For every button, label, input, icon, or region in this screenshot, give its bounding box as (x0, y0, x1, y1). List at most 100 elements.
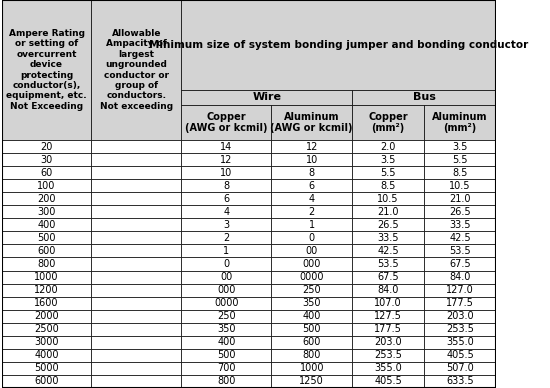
Bar (424, 270, 496, 284)
Text: 203.0: 203.0 (446, 311, 474, 321)
Bar (424, 244, 496, 258)
Text: 500: 500 (217, 350, 235, 360)
Bar (271, 205, 352, 218)
Bar (424, 218, 496, 231)
Bar (352, 349, 424, 362)
Text: 1: 1 (309, 220, 315, 230)
Text: Copper
(AWG or kcmil): Copper (AWG or kcmil) (185, 112, 267, 133)
Text: Allowable
Ampacity of
largest
ungrounded
conductor or
group of
conductors.
Not e: Allowable Ampacity of largest ungrounded… (100, 29, 173, 111)
Text: 10: 10 (306, 154, 318, 165)
Text: 3.5: 3.5 (452, 142, 468, 152)
Bar (2, 179, 91, 192)
Bar (352, 166, 424, 179)
Bar (182, 153, 271, 166)
Bar (2, 362, 91, 375)
Bar (271, 323, 352, 336)
Text: 6000: 6000 (34, 376, 59, 386)
Text: 100: 100 (37, 181, 56, 191)
Bar (352, 310, 424, 323)
Bar (2, 349, 91, 362)
Bar (91, 153, 182, 166)
Bar (352, 270, 424, 284)
Text: 400: 400 (37, 220, 56, 230)
Bar (271, 218, 352, 231)
Text: 00: 00 (306, 246, 318, 256)
Text: 800: 800 (217, 376, 235, 386)
Text: 2.0: 2.0 (381, 142, 396, 152)
Text: 42.5: 42.5 (449, 233, 471, 243)
Text: 500: 500 (302, 324, 321, 334)
Text: 1600: 1600 (34, 298, 59, 308)
Bar (352, 323, 424, 336)
Bar (424, 258, 496, 270)
Bar (182, 179, 271, 192)
Bar (2, 231, 91, 244)
Bar (424, 166, 496, 179)
Bar (352, 362, 424, 375)
Text: 8: 8 (309, 168, 315, 178)
Bar (2, 192, 91, 205)
Bar (182, 205, 271, 218)
Bar (91, 258, 182, 270)
Bar (352, 258, 424, 270)
Text: 253.5: 253.5 (446, 324, 474, 334)
Text: 10.5: 10.5 (449, 181, 471, 191)
Bar (2, 270, 91, 284)
Bar (271, 297, 352, 310)
Bar (91, 166, 182, 179)
Text: 33.5: 33.5 (449, 220, 471, 230)
Bar (2, 244, 91, 258)
Bar (91, 218, 182, 231)
Bar (424, 231, 496, 244)
Text: 21.0: 21.0 (449, 194, 471, 204)
Text: 84.0: 84.0 (377, 285, 399, 295)
Text: 3: 3 (223, 220, 229, 230)
Text: 400: 400 (302, 311, 321, 321)
Text: 250: 250 (217, 311, 235, 321)
Bar (271, 362, 352, 375)
Bar (271, 310, 352, 323)
Text: 200: 200 (37, 194, 56, 204)
Text: 21.0: 21.0 (377, 207, 399, 217)
Bar (182, 244, 271, 258)
Text: 3000: 3000 (34, 337, 59, 347)
Text: 6: 6 (309, 181, 315, 191)
Text: 127.5: 127.5 (374, 311, 402, 321)
Text: 177.5: 177.5 (374, 324, 402, 334)
Bar (182, 297, 271, 310)
Text: 700: 700 (217, 364, 235, 373)
Bar (424, 336, 496, 349)
Text: 1200: 1200 (34, 285, 59, 295)
Bar (182, 310, 271, 323)
Bar (424, 284, 496, 297)
Text: 6: 6 (223, 194, 229, 204)
Bar (424, 323, 496, 336)
Text: 350: 350 (302, 298, 321, 308)
Text: 000: 000 (302, 259, 321, 269)
Bar (352, 205, 424, 218)
Text: 400: 400 (217, 337, 235, 347)
Bar (2, 284, 91, 297)
Bar (271, 284, 352, 297)
Text: 350: 350 (217, 324, 235, 334)
Bar (182, 375, 271, 388)
Text: 42.5: 42.5 (377, 246, 399, 256)
Bar (424, 375, 496, 388)
Bar (352, 297, 424, 310)
Bar (182, 362, 271, 375)
Bar (352, 179, 424, 192)
Bar (271, 375, 352, 388)
Bar (91, 297, 182, 310)
Text: 0000: 0000 (299, 272, 324, 282)
Text: 2500: 2500 (34, 324, 59, 334)
Text: 8: 8 (223, 181, 229, 191)
Bar (271, 231, 352, 244)
Text: 8.5: 8.5 (452, 168, 468, 178)
Bar (424, 362, 496, 375)
Bar (91, 375, 182, 388)
Text: 2: 2 (223, 233, 229, 243)
Bar (424, 310, 496, 323)
Text: 355.0: 355.0 (446, 337, 474, 347)
Bar (91, 231, 182, 244)
Text: Aluminum
(mm²): Aluminum (mm²) (432, 112, 488, 133)
